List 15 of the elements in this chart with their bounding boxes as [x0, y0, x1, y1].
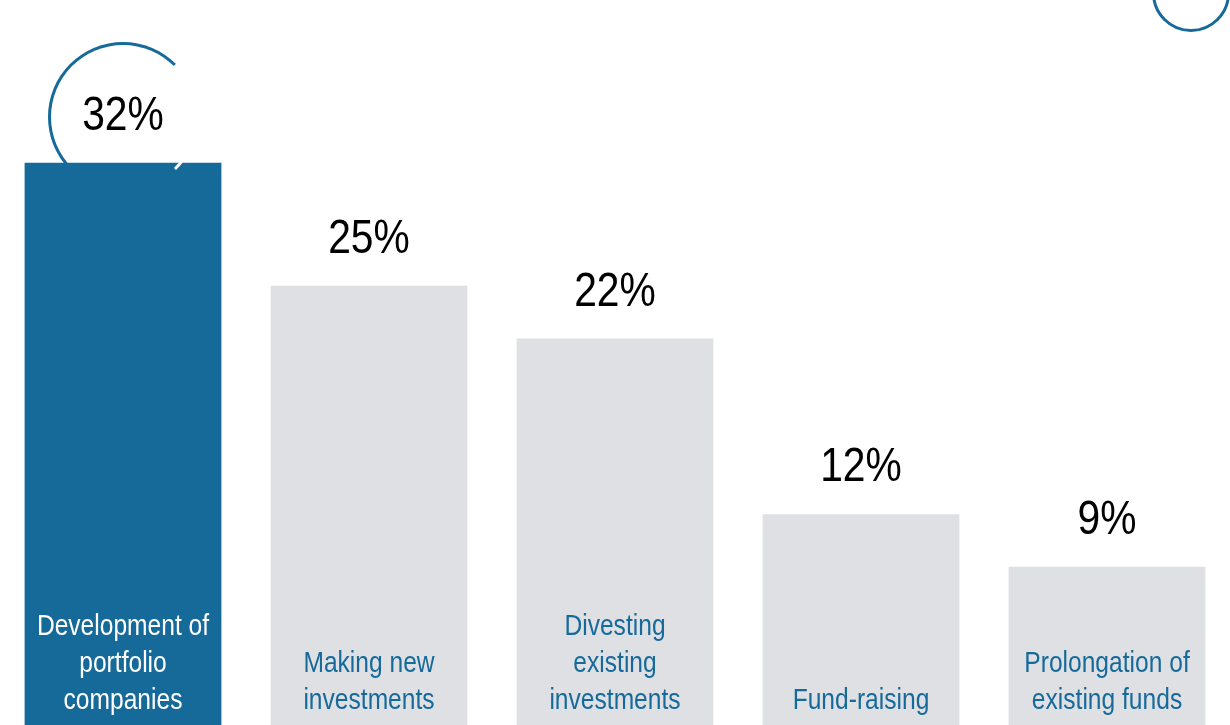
data-label: 25%: [328, 209, 410, 263]
bar: [516, 338, 714, 725]
x-tick-label: Divesting existing investments: [549, 607, 681, 716]
data-label: 32%: [82, 86, 164, 140]
x-tick-label: Making new investments: [303, 644, 435, 716]
data-label: 12%: [820, 438, 902, 492]
bar: [270, 285, 468, 725]
data-label: 22%: [574, 262, 656, 316]
data-label: 9%: [1077, 490, 1137, 544]
x-tick-label: Development of portfolio companies: [36, 607, 210, 716]
x-tick-label: Prolongation of existing funds: [1024, 644, 1191, 716]
bar: [1008, 566, 1206, 725]
bar: [24, 162, 222, 725]
bar: [762, 514, 960, 725]
x-tick-label: Fund-raising: [792, 681, 930, 716]
